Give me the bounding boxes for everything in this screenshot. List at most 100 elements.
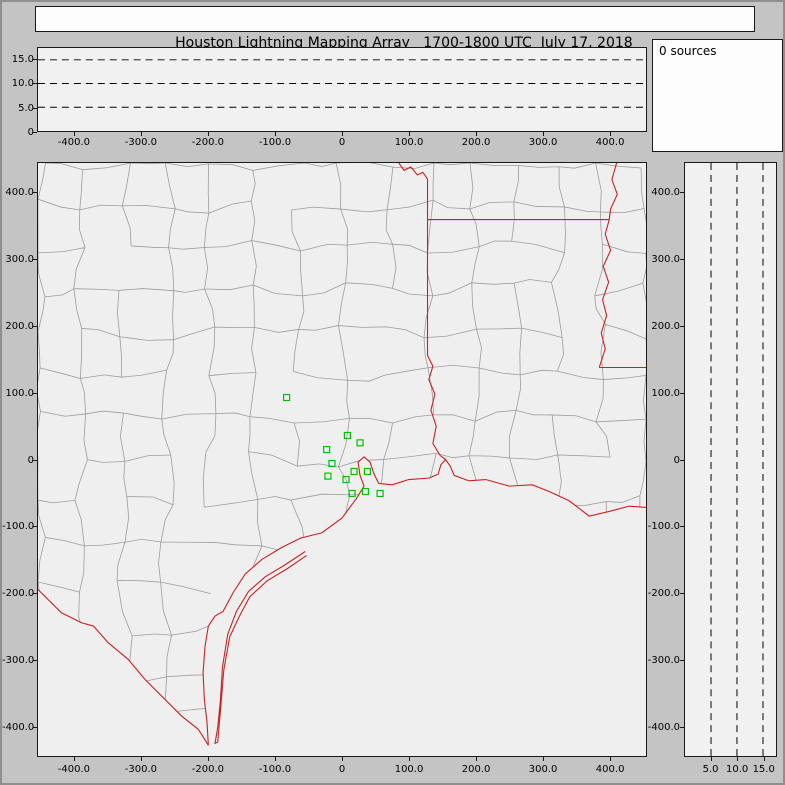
tick-mark xyxy=(680,526,684,528)
tick-label: -100.0 xyxy=(258,764,292,775)
tick-mark xyxy=(680,325,684,327)
county-boundaries xyxy=(38,163,646,746)
tick-mark xyxy=(33,192,37,194)
tick-mark xyxy=(680,593,684,595)
tick-label: -100.0 xyxy=(258,137,292,148)
altitude-ew-panel[interactable] xyxy=(37,47,647,132)
tick-label: 0 xyxy=(27,127,34,138)
tick-mark xyxy=(680,660,684,662)
source-count-label: 0 sources xyxy=(659,44,717,58)
lma-station-marker xyxy=(324,472,332,480)
altitude-ns-panel[interactable] xyxy=(684,162,777,757)
tick-mark xyxy=(543,757,545,761)
tick-label: -400.0 xyxy=(57,137,90,148)
tick-mark xyxy=(33,258,37,260)
tick-label: 0 xyxy=(673,454,680,466)
tick-mark xyxy=(33,726,37,728)
tick-mark xyxy=(33,459,37,461)
tick-mark xyxy=(33,325,37,327)
tick-mark xyxy=(140,132,142,136)
lma-station-marker xyxy=(328,459,336,468)
tick-mark xyxy=(680,192,684,194)
tick-mark xyxy=(140,757,142,761)
plan-view-map[interactable] xyxy=(38,163,646,756)
tick-label: 5.0 xyxy=(702,764,719,775)
tick-label: -400.0 xyxy=(2,721,35,733)
tick-mark xyxy=(73,757,75,761)
mississippi-river xyxy=(598,163,618,368)
tick-label: 400.0 xyxy=(5,187,34,199)
tick-label: -300.0 xyxy=(124,764,158,775)
tick-label: -300.0 xyxy=(2,655,35,667)
tick-label: -100.0 xyxy=(647,521,680,533)
lma-station-marker xyxy=(343,431,351,440)
tick-mark xyxy=(33,593,37,595)
tick-label: 5.0 xyxy=(18,102,34,114)
tick-label: 10.0 xyxy=(726,764,749,775)
tick-mark xyxy=(409,132,411,136)
tick-label: 15.0 xyxy=(752,764,775,775)
lma-station-marker xyxy=(323,445,331,454)
tick-mark xyxy=(33,132,37,133)
tick-mark xyxy=(680,258,684,260)
plan-view-panel[interactable] xyxy=(37,162,647,757)
sabine-river xyxy=(427,355,446,460)
tick-label: 15.0 xyxy=(11,54,34,66)
lma-station-marker xyxy=(356,439,364,447)
tick-label: 300.0 xyxy=(5,253,34,265)
tick-label: 0 xyxy=(338,764,346,775)
altitude-ew-plot[interactable] xyxy=(38,48,646,131)
lma-station-marker xyxy=(282,393,291,402)
tick-mark xyxy=(207,757,209,761)
tick-mark xyxy=(610,757,612,761)
tick-mark xyxy=(680,726,684,728)
lma-station-marker xyxy=(363,467,372,476)
tick-mark xyxy=(680,459,684,461)
barrier-islands xyxy=(214,551,307,745)
tick-label: -400.0 xyxy=(57,764,90,775)
tick-label: -300.0 xyxy=(124,137,158,148)
tick-mark xyxy=(207,132,209,136)
tick-mark xyxy=(342,132,343,136)
tick-mark xyxy=(274,132,276,136)
coastline xyxy=(202,456,646,746)
source-count-panel: 0 sources xyxy=(652,39,783,152)
tick-label: 100.0 xyxy=(394,764,424,775)
tick-label: -300.0 xyxy=(647,655,680,667)
tick-mark xyxy=(33,392,37,394)
tick-mark xyxy=(476,757,478,761)
tick-label: 200.0 xyxy=(651,320,680,332)
title-bar: Houston Lightning Mapping Array 1700-180… xyxy=(35,6,755,51)
tick-mark xyxy=(33,59,37,61)
tick-label: 100.0 xyxy=(651,387,680,399)
lma-station-marker xyxy=(342,475,350,484)
tick-label: 10.0 xyxy=(11,78,34,90)
tick-mark xyxy=(33,83,37,85)
rio-grande xyxy=(38,589,209,746)
tick-mark xyxy=(610,132,612,136)
tick-label: 300.0 xyxy=(528,764,558,775)
lma-station-marker xyxy=(376,489,384,498)
tick-mark xyxy=(763,757,765,761)
altitude-ns-plot[interactable] xyxy=(685,163,776,756)
tick-label: -400.0 xyxy=(647,721,680,733)
lma-station-marker xyxy=(350,467,358,476)
tick-mark xyxy=(680,392,684,394)
tick-mark xyxy=(737,757,739,761)
tick-label: 400.0 xyxy=(595,764,625,775)
tick-label: 300.0 xyxy=(528,137,558,148)
tick-label: 200.0 xyxy=(461,137,491,148)
tick-label: 200.0 xyxy=(5,320,34,332)
tick-mark xyxy=(476,132,478,136)
tick-label: -100.0 xyxy=(2,521,35,533)
tick-label: 200.0 xyxy=(461,764,491,775)
tick-label: -200.0 xyxy=(191,764,225,775)
tick-label: -200.0 xyxy=(647,588,680,600)
tick-label: 400.0 xyxy=(651,187,680,199)
tick-mark xyxy=(33,107,37,109)
tick-mark xyxy=(33,660,37,662)
tick-mark xyxy=(342,757,343,761)
tick-mark xyxy=(543,132,545,136)
tick-label: -200.0 xyxy=(2,588,35,600)
